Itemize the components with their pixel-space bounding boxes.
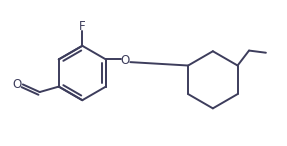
Text: O: O [12,78,22,91]
Text: F: F [79,20,86,33]
Text: O: O [121,54,130,67]
